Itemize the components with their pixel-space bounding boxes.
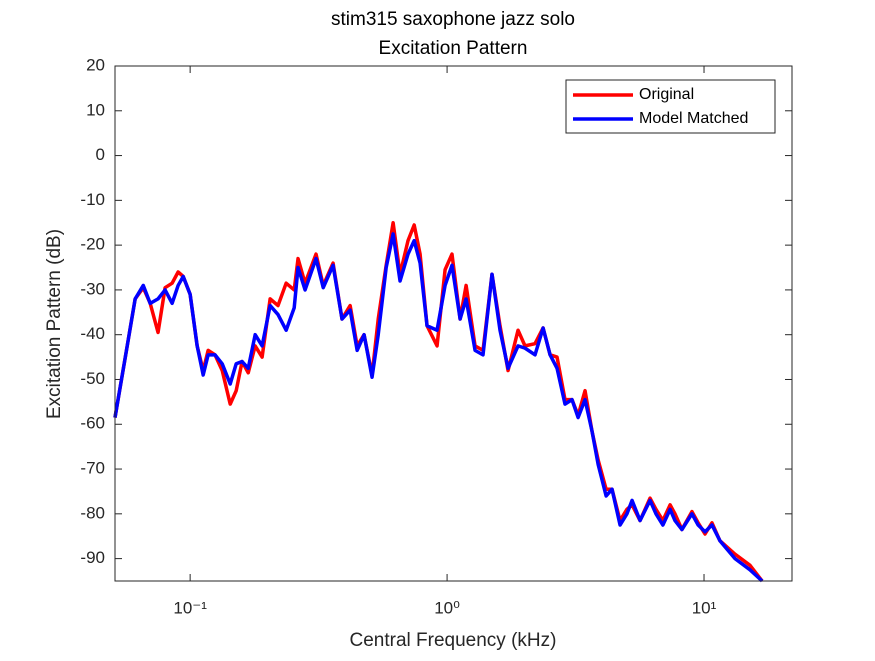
- plot-area: [113, 220, 764, 583]
- y-tick-label: 0: [96, 145, 105, 164]
- y-tick-label: -20: [80, 235, 105, 254]
- y-tick-label: -60: [80, 414, 105, 433]
- chart-title: stim315 saxophone jazz solo: [331, 9, 575, 30]
- legend-label: Model Matched: [639, 110, 748, 127]
- y-axis-label: Excitation Pattern (dB): [44, 229, 65, 419]
- y-tick-label: -50: [80, 369, 105, 388]
- y-tick-label: 10: [86, 100, 105, 119]
- x-tick-label: 10¹: [692, 598, 717, 617]
- axes-box: [114, 65, 793, 582]
- y-tick-label: -90: [80, 548, 105, 567]
- series-line: [113, 232, 764, 583]
- y-tick-label: -30: [80, 279, 105, 298]
- y-tick-label: -70: [80, 459, 105, 478]
- y-tick-label: -80: [80, 503, 105, 522]
- x-tick-label: 10⁰: [434, 598, 460, 617]
- x-axis-label: Central Frequency (kHz): [350, 630, 557, 651]
- y-tick-label: -40: [80, 324, 105, 343]
- y-tick-label: -10: [80, 190, 105, 209]
- legend-label: Original: [639, 86, 694, 103]
- legend-box: [565, 79, 776, 134]
- x-tick-label: 10⁻¹: [173, 598, 207, 617]
- y-tick-label: 20: [86, 55, 105, 74]
- chart-subtitle: Excitation Pattern: [379, 38, 528, 59]
